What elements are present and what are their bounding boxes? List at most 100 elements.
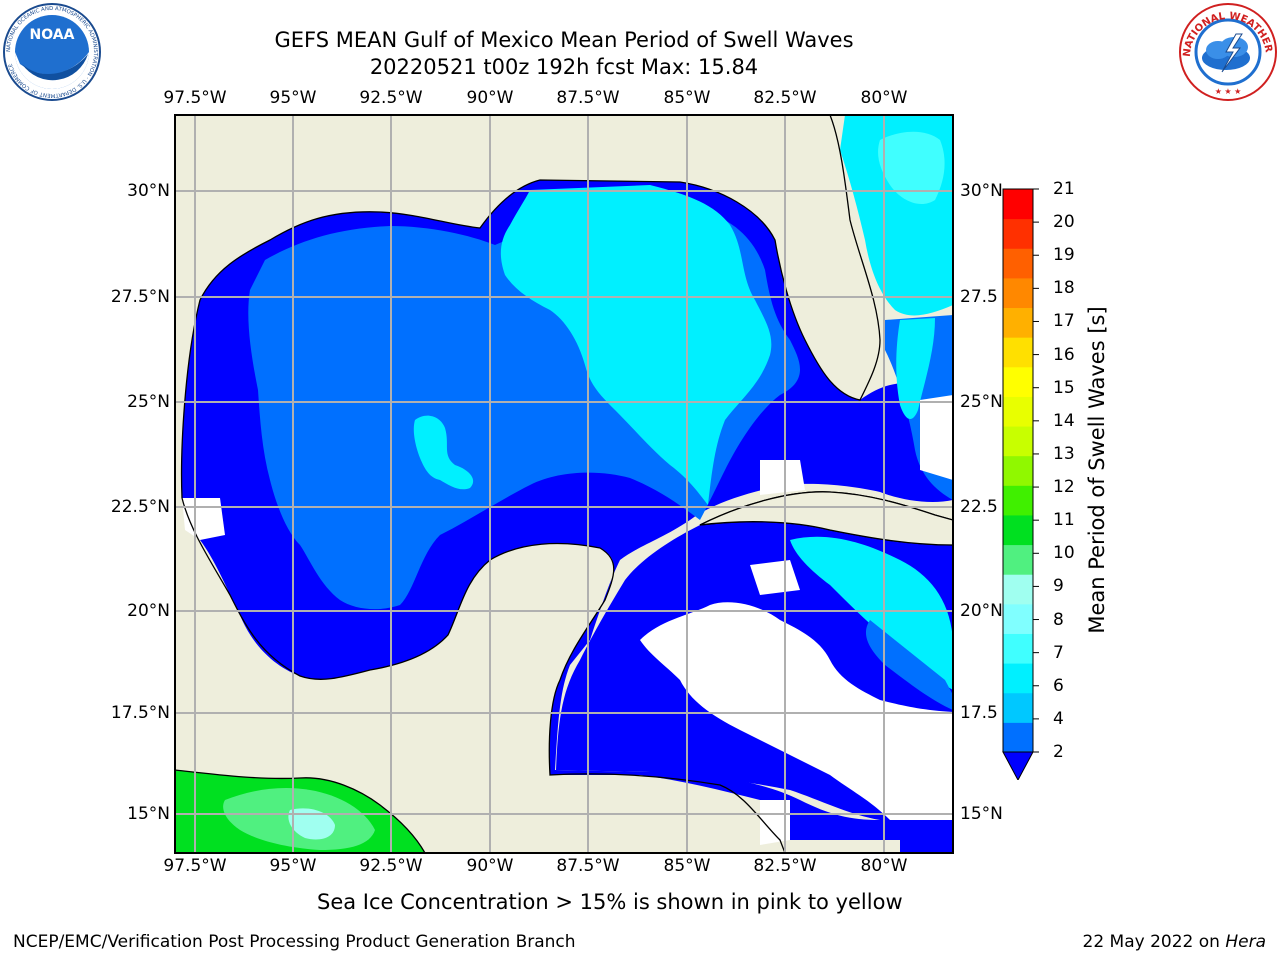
noaa-logo-text: NOAA: [30, 27, 75, 43]
lat-tick-right: 15°N: [960, 804, 1003, 824]
footer-date: 22 May 2022 on Hera: [1083, 932, 1267, 952]
no-data-patch-2: [760, 460, 805, 495]
colorbar-tick-label: 20: [1053, 212, 1075, 233]
colorbar-swatch: [1003, 455, 1033, 486]
colorbar-tick-label: 17: [1053, 311, 1075, 332]
atlantic-plume: [896, 318, 935, 420]
colorbar-tick-label: 8: [1053, 609, 1064, 630]
colorbar-swatch: [1003, 277, 1033, 309]
lon-tick-top: 92.5°W: [359, 88, 423, 108]
no-data-patch: [640, 602, 953, 820]
atlantic-period-6-7s: [878, 131, 945, 205]
colorbar-swatch: [1003, 544, 1033, 575]
lon-tick-bottom: 80°W: [860, 856, 908, 876]
colorbar-tick-label: 2: [1053, 742, 1064, 762]
no-data-patch-3: [920, 395, 953, 480]
colorbar-swatch: [1003, 426, 1033, 457]
no-data-patch-5: [182, 498, 225, 540]
lat-tick-left: 25°N: [127, 392, 170, 412]
colorbar-swatch: [1003, 514, 1033, 546]
lon-tick-bottom: 85°W: [663, 856, 711, 876]
lon-tick-top: 95°W: [269, 88, 317, 108]
lon-tick-bottom: 87.5°W: [556, 856, 620, 876]
colorbar-tick-label: 13: [1053, 443, 1075, 464]
svg-text:★ ★ ★: ★ ★ ★: [1215, 87, 1242, 96]
colorbar-tick-label: 16: [1053, 344, 1075, 365]
lat-tick-right: 17.5: [960, 703, 998, 723]
colorbar-tick-label: 4: [1053, 708, 1064, 729]
colorbar-frame: [1002, 188, 1034, 753]
lon-tick-top: 97.5°W: [163, 88, 227, 108]
colorbar-tick-label: 7: [1053, 642, 1064, 663]
no-data-patch-4: [750, 560, 800, 595]
colorbar-swatch: [1003, 337, 1033, 368]
colorbar-swatch: [1003, 574, 1033, 605]
colorbar-swatch: [1003, 218, 1033, 249]
colorbar-tick-label: 11: [1053, 510, 1075, 531]
lat-tick-right: 25°N: [960, 392, 1003, 412]
colorbar: [1002, 188, 1039, 780]
lon-tick-bottom: 95°W: [269, 856, 317, 876]
footer-date-text: 22 May 2022 on: [1082, 932, 1226, 952]
lat-tick-left: 20°N: [127, 601, 170, 621]
gulf-patch-4-6s: [413, 415, 474, 490]
noaa-logo: NOAA NATIONAL OCEANIC AND ATMOSPHERIC AD…: [3, 3, 101, 101]
footer-credit: NCEP/EMC/Verification Post Processing Pr…: [13, 932, 576, 952]
graticule: [175, 115, 953, 853]
gulf-period-4-6s: [500, 185, 772, 505]
colorbar-swatch: [1003, 663, 1033, 694]
colorbar-tick-label: 15: [1053, 377, 1075, 398]
chart-subtitle: 20220521 t00z 192h fcst Max: 15.84: [369, 55, 759, 79]
lon-tick-top: 82.5°W: [753, 88, 817, 108]
colorbar-tick-label: 14: [1053, 410, 1075, 431]
lat-tick-right: 30°N: [960, 181, 1003, 201]
nws-logo: NATIONAL WEATHER SERVICE ★ ★ ★: [1178, 2, 1277, 101]
colorbar-tick-label: 6: [1053, 675, 1064, 696]
colorbar-tick-label: 12: [1053, 477, 1075, 498]
colorbar-tick-label: 19: [1053, 245, 1075, 266]
lon-tick-bottom: 97.5°W: [163, 856, 227, 876]
lat-tick-left: 17.5°N: [110, 703, 170, 723]
colorbar-tick-label: 18: [1053, 278, 1075, 299]
colorbar-swatch: [1003, 485, 1033, 516]
cuba-land: [699, 491, 953, 546]
lat-tick-right: 27.5: [960, 287, 998, 307]
pacific-period-8-9s: [288, 808, 335, 840]
lat-tick-left: 15°N: [127, 804, 170, 824]
caribbean-period-2-4s: [865, 620, 953, 710]
colorbar-swatch: [1003, 722, 1033, 753]
lat-tick-left: 22.5°N: [110, 497, 170, 517]
coastline-gulf: [180, 115, 881, 499]
lat-tick-right: 22.5: [960, 497, 998, 517]
colorbar-swatch: [1003, 692, 1033, 723]
colorbar-swatch: [1003, 396, 1033, 427]
coastline-yucatan: [181, 497, 786, 853]
colorbar-tick-label: 21: [1053, 179, 1075, 199]
sea-ice-note: Sea Ice Concentration > 15% is shown in …: [317, 890, 903, 914]
colorbar-swatch: [1003, 633, 1033, 664]
colorbar-extend-triangle: [1002, 751, 1034, 780]
colorbar-swatch: [1003, 307, 1033, 338]
lon-tick-bottom: 82.5°W: [753, 856, 817, 876]
lon-tick-top: 80°W: [860, 88, 908, 108]
caribbean-period-4-6s: [790, 536, 953, 690]
lon-tick-top: 85°W: [663, 88, 711, 108]
lon-tick-bottom: 90°W: [466, 856, 514, 876]
lon-tick-bottom: 92.5°W: [359, 856, 423, 876]
colorbar-swatch: [1003, 189, 1033, 220]
map-frame: [174, 114, 954, 854]
lat-tick-left: 30°N: [127, 181, 170, 201]
colorbar-tick-label: 10: [1053, 543, 1075, 564]
coastline-pacific: [175, 769, 426, 853]
lat-tick-left: 27.5°N: [110, 287, 170, 307]
colorbar-swatch: [1003, 248, 1033, 279]
lon-tick-top: 90°W: [466, 88, 514, 108]
chart-title: GEFS MEAN Gulf of Mexico Mean Period of …: [274, 28, 854, 52]
footer-host: Hera: [1225, 932, 1266, 952]
colorbar-swatch: [1003, 603, 1033, 634]
no-data-patch-6: [760, 800, 790, 845]
colorbar-swatch: [1003, 366, 1033, 397]
lat-tick-right: 20°N: [960, 601, 1003, 621]
colorbar-title: Mean Period of Swell Waves [s]: [1085, 306, 1109, 634]
